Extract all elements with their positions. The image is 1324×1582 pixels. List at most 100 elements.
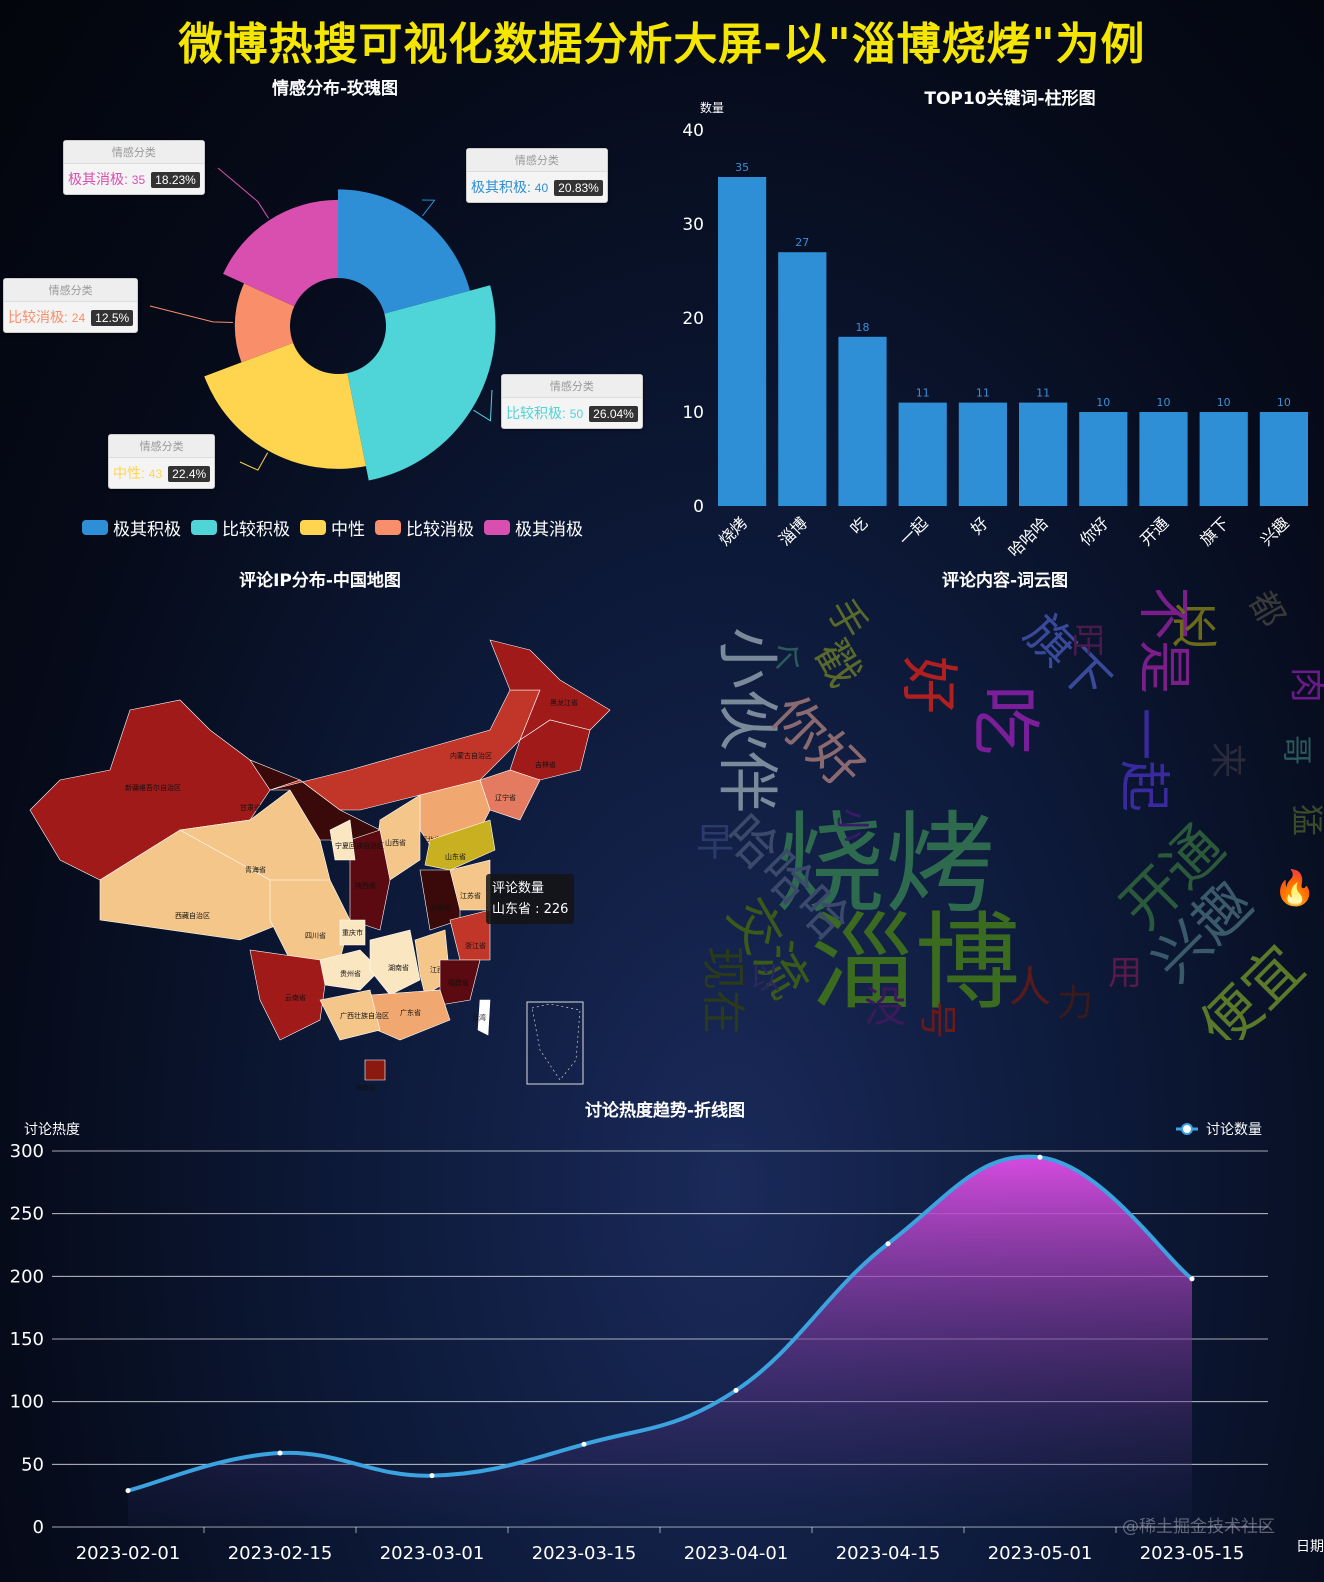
legend-item-0[interactable]: 极其积极 — [82, 515, 181, 540]
word-33: 🔥 — [1274, 869, 1316, 909]
map-tooltip-series: 评论数量 — [492, 881, 545, 896]
bar-y-tick: 30 — [682, 215, 704, 235]
line-series-path — [127, 1154, 1194, 1493]
map-region-label: 江苏省 — [460, 891, 481, 900]
legend-item-3[interactable]: 比较消极 — [375, 515, 474, 540]
word-7: 一起 — [1113, 708, 1173, 812]
bar-x-tick: 烧烤 — [715, 513, 751, 549]
map-region-18 — [249, 949, 326, 1041]
word-1: 淄博 — [810, 902, 1020, 1024]
rose-chart — [149, 167, 496, 481]
map-region-28 — [477, 999, 491, 1036]
line-y-axis-label: 讨论热度 — [24, 1122, 80, 1138]
rose-label-header: 情感分类 — [109, 435, 215, 458]
map-region-label: 甘肃省 — [240, 803, 261, 812]
map-region-13 — [349, 829, 391, 931]
word-8: 不是 — [1132, 590, 1195, 694]
bar-chart: 数量 0 10 20 30 40 35 烧烤 27 淄博 18 吃 11 一起 11 好 11 哈哈哈 10 你好 10… — [682, 100, 1308, 561]
rose-label-line-2 — [239, 452, 269, 471]
rose-label-value: 43 — [148, 467, 163, 481]
map-region-label: 广东省 — [400, 1008, 421, 1017]
word-14: 现在 — [697, 946, 748, 1034]
legend-swatch — [300, 520, 326, 535]
word-20: 力 — [1057, 983, 1093, 1024]
bar-value-label: 10 — [1096, 396, 1110, 409]
legend-item-4[interactable]: 极其消极 — [484, 515, 583, 540]
bar-y-tick: 0 — [693, 497, 704, 517]
bar-value-label: 11 — [1036, 387, 1050, 400]
line-legend-marker — [1181, 1123, 1193, 1135]
bar-x-tick: 旗下 — [1196, 513, 1232, 549]
bar-value-label: 11 — [976, 387, 990, 400]
word-32: 以 — [750, 962, 780, 997]
bar-y-tick: 20 — [682, 309, 704, 329]
rose-label-1: 情感分类 比较积极: 50 26.04% — [501, 374, 643, 429]
bar-value-label: 18 — [856, 321, 870, 334]
bar-7 — [1139, 412, 1188, 506]
legend-label: 极其消极 — [515, 520, 583, 540]
rose-label-name: 比较消极: — [8, 309, 72, 325]
rose-label-percent: 20.83% — [554, 180, 603, 196]
bar-9 — [1259, 412, 1308, 506]
bar-8 — [1199, 412, 1248, 506]
rose-label-value: 50 — [569, 407, 584, 421]
map-region-label: 海南省 — [355, 1083, 376, 1092]
legend-label: 中性 — [331, 520, 365, 540]
line-x-tick: 2023-04-15 — [836, 1543, 941, 1564]
word-2: 小伙伴 — [711, 627, 784, 813]
bar-value-label: 10 — [1277, 396, 1291, 409]
word-18: 号 — [916, 1001, 960, 1039]
line-x-tick: 2023-05-15 — [1140, 1543, 1245, 1564]
rose-label-value: 40 — [534, 181, 549, 195]
map-region-label: 重庆市 — [342, 928, 363, 937]
map-region-label: 山西省 — [385, 838, 406, 847]
line-point-2 — [429, 1473, 435, 1479]
map-south-sea-islands — [531, 1003, 581, 1081]
map-region-label: 台湾 — [472, 1013, 486, 1022]
bar-0 — [718, 177, 767, 506]
line-point-5 — [885, 1241, 891, 1247]
line-y-tick: 50 — [21, 1454, 44, 1475]
rose-label-0: 情感分类 极其积极: 40 20.83% — [466, 148, 608, 203]
map-region-label: 内蒙古自治区 — [450, 751, 492, 760]
map-region-label: 青海省 — [245, 865, 266, 874]
bar-value-label: 10 — [1217, 396, 1231, 409]
word-23: 肉 — [1286, 667, 1324, 703]
rose-label-header: 情感分类 — [64, 141, 204, 164]
legend-swatch — [82, 520, 108, 535]
line-x-tick: 2023-05-01 — [988, 1543, 1093, 1564]
line-chart-title: 讨论热度趋势-折线图 — [584, 1101, 746, 1121]
line-x-axis-label: 日期 — [1296, 1539, 1324, 1555]
line-y-tick: 250 — [10, 1204, 44, 1225]
map-region-label: 浙江省 — [465, 941, 486, 950]
bar-5 — [1019, 402, 1068, 506]
rose-label-header: 情感分类 — [467, 149, 607, 172]
word-31: 小 — [832, 808, 872, 842]
word-16: 还 — [1172, 600, 1218, 654]
map-region-label: 西藏自治区 — [175, 911, 210, 920]
map-region-23 — [449, 909, 491, 961]
line-point-0 — [125, 1488, 131, 1494]
bar-x-tick: 开通 — [1136, 513, 1172, 549]
map-region-label: 陕西省 — [355, 881, 376, 890]
map-region-19 — [369, 929, 421, 996]
map-region-27 — [364, 1059, 386, 1081]
line-area-fill — [128, 1156, 1192, 1527]
map-region-label: 湖南省 — [388, 963, 409, 972]
line-chart: 讨论热度 0 50 100 150 200 250 300 2023-02-01 2023-02-… — [10, 1122, 1324, 1564]
map-region-label: 吉林省 — [535, 760, 556, 769]
rose-label-percent: 26.04% — [589, 406, 638, 422]
word-19: 人 — [1009, 963, 1051, 1012]
line-x-tick: 2023-04-01 — [684, 1543, 789, 1564]
map-region-label: 新疆维吾尔自治区 — [125, 783, 181, 792]
word-3: 吃 — [964, 685, 1046, 755]
legend-item-1[interactable]: 比较积极 — [191, 515, 290, 540]
bar-x-tick: 好 — [967, 513, 992, 538]
bar-value-label: 27 — [795, 236, 809, 249]
map-chart-title: 评论IP分布-中国地图 — [239, 571, 401, 591]
rose-slice-0 — [338, 189, 470, 314]
rose-label-header: 情感分类 — [4, 279, 138, 302]
rose-label-value: 24 — [71, 311, 86, 325]
line-point-3 — [581, 1441, 587, 1447]
legend-item-2[interactable]: 中性 — [300, 515, 365, 540]
